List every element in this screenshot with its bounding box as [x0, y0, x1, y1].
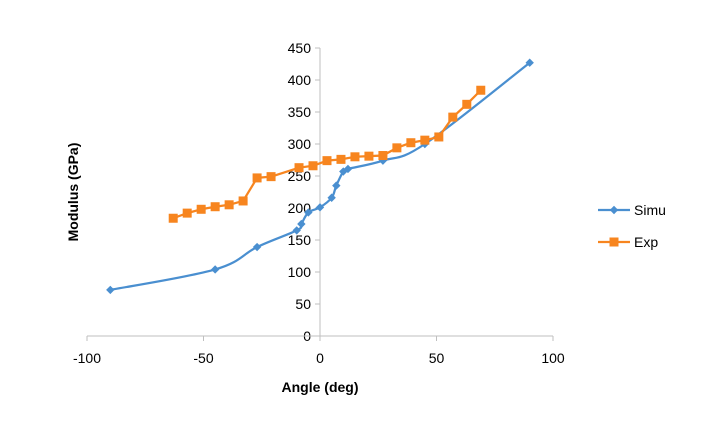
x-tick-label: -50	[193, 350, 213, 366]
data-point-exp	[210, 202, 220, 212]
y-tick-label: 50	[295, 296, 311, 312]
legend-marker	[609, 237, 619, 247]
data-point-exp	[364, 151, 374, 161]
data-point-exp	[476, 85, 486, 95]
y-axis-title: Modulus (GPa)	[65, 143, 81, 242]
legend-label: Simu	[634, 202, 666, 218]
data-point-simu	[297, 219, 306, 229]
data-point-exp	[322, 156, 332, 166]
data-point-exp	[434, 132, 444, 142]
data-point-exp	[182, 208, 192, 218]
data-point-exp	[252, 173, 262, 183]
data-point-exp	[224, 200, 234, 210]
y-tick-label: 100	[288, 264, 312, 280]
y-tick-label: 150	[288, 232, 312, 248]
data-point-simu	[106, 285, 115, 295]
x-tick-label: 0	[316, 350, 324, 366]
data-point-simu	[327, 193, 336, 202]
data-point-exp	[392, 143, 402, 153]
data-point-simu	[343, 164, 353, 174]
data-point-simu	[292, 226, 301, 235]
data-point-simu	[315, 203, 325, 212]
data-point-exp	[308, 161, 318, 171]
data-point-exp	[238, 196, 248, 206]
legend-label: Exp	[634, 234, 658, 250]
y-tick-label: 400	[288, 72, 312, 88]
data-point-exp	[266, 172, 276, 182]
data-point-exp	[448, 112, 458, 122]
y-tick-label: 450	[288, 40, 312, 56]
legend-item-simu: Simu	[598, 202, 666, 218]
series-exp	[168, 85, 486, 223]
data-point-exp	[168, 213, 178, 223]
series-line-exp	[172, 89, 482, 220]
series-layer	[106, 58, 534, 295]
data-point-exp	[462, 99, 472, 109]
x-tick-label: 100	[541, 350, 565, 366]
data-point-exp	[420, 135, 430, 145]
x-axis-title: Angle (deg)	[282, 379, 359, 395]
x-tick-label: 50	[429, 350, 445, 366]
data-point-simu	[252, 242, 262, 252]
y-tick-label: 300	[288, 136, 312, 152]
legend-marker	[609, 205, 619, 215]
data-point-exp	[350, 152, 360, 162]
legend-item-exp: Exp	[598, 234, 658, 250]
data-point-simu	[525, 58, 534, 67]
data-point-simu	[304, 208, 313, 217]
x-tick-label: -100	[73, 350, 101, 366]
y-tick-label: 350	[288, 104, 312, 120]
data-point-simu	[210, 265, 220, 274]
series-simu	[106, 58, 534, 295]
data-point-exp	[336, 154, 346, 164]
data-point-exp	[378, 151, 388, 161]
data-point-exp	[406, 138, 416, 148]
y-tick-label: 250	[288, 168, 312, 184]
data-point-exp	[294, 163, 304, 173]
legend: Simu Exp	[598, 202, 666, 250]
data-point-exp	[196, 204, 206, 214]
data-point-simu	[332, 181, 341, 190]
